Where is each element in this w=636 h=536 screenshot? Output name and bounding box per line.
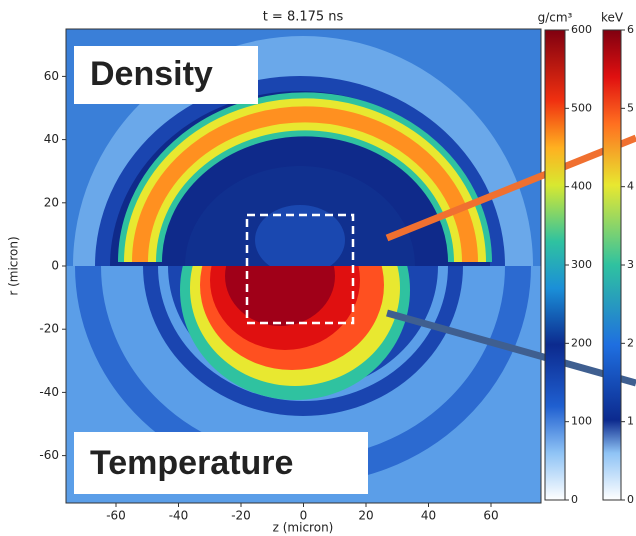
y-tick-label: 60 — [44, 69, 59, 83]
colorbar-tick-label: 100 — [571, 415, 592, 428]
y-tick-label: -40 — [39, 385, 59, 399]
colorbar-tick-label: 400 — [571, 180, 592, 193]
x-tick-label: 60 — [483, 509, 498, 523]
pointer-line — [385, 134, 636, 242]
x-tick-label: 40 — [421, 509, 436, 523]
annotation: Density — [90, 55, 213, 93]
colorbar — [544, 29, 566, 501]
colorbar-label: keV — [601, 11, 624, 25]
y-tick-label: 0 — [51, 259, 59, 273]
colorbar-tick-label: 500 — [571, 101, 592, 114]
y-tick-label: -20 — [39, 322, 59, 336]
chart-title: t = 8.175 ns — [263, 10, 344, 25]
colorbar-tick-label: 2 — [627, 336, 634, 349]
colorbar-tick-label: 4 — [627, 180, 634, 193]
zoom-box — [245, 213, 355, 325]
y-tick-label: 40 — [44, 132, 59, 146]
x-tick-label: 20 — [358, 509, 373, 523]
colorbar-tick-label: 300 — [571, 258, 592, 271]
label-box — [74, 46, 258, 104]
y-tick-label: -60 — [39, 448, 59, 462]
colorbar — [602, 29, 622, 501]
label-box — [74, 432, 368, 494]
x-tick-label: -60 — [106, 509, 126, 523]
y-tick-label: 20 — [44, 195, 59, 209]
x-axis-label: z (micron) — [273, 521, 334, 535]
colorbar-tick-label: 600 — [571, 23, 592, 36]
colorbar-tick-label: 6 — [627, 23, 634, 36]
colorbar-tick-label: 5 — [627, 101, 634, 114]
pointer-line — [386, 309, 636, 387]
x-tick-label: 0 — [300, 509, 308, 523]
y-axis-label: r (micron) — [7, 236, 21, 295]
colorbar-tick-label: 0 — [571, 493, 578, 506]
colorbar-tick-label: 200 — [571, 336, 592, 349]
colorbar-tick-label: 3 — [627, 258, 634, 271]
colorbar-label: g/cm³ — [538, 11, 573, 25]
annotation: Temperature — [90, 444, 293, 482]
x-tick-label: -20 — [231, 509, 251, 523]
colorbar-tick-label: 1 — [627, 415, 634, 428]
colorbar-tick-label: 0 — [627, 493, 634, 506]
x-tick-label: -40 — [169, 509, 189, 523]
